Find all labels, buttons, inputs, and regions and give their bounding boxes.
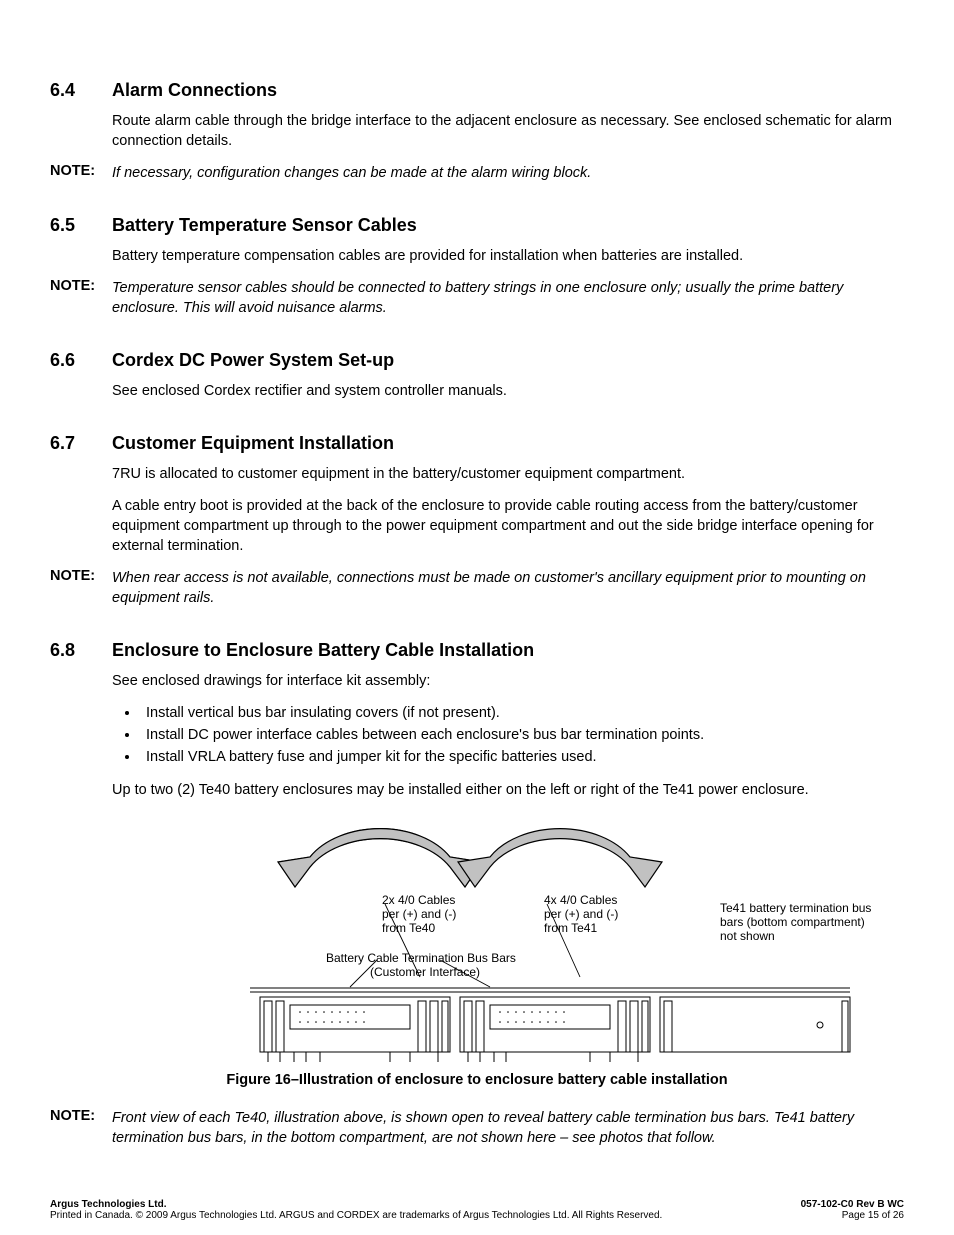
section-6-5: 6.5 Battery Temperature Sensor Cables Ba… <box>50 215 904 318</box>
paragraph: Battery temperature compensation cables … <box>112 246 904 266</box>
heading-title: Enclosure to Enclosure Battery Cable Ins… <box>112 640 534 661</box>
heading-number: 6.4 <box>50 80 112 101</box>
figure-label-right: Te41 battery termination bus bars (botto… <box>720 901 875 943</box>
heading-row: 6.6 Cordex DC Power System Set-up <box>50 350 904 371</box>
bullet-list: Install vertical bus bar insulating cove… <box>112 703 904 768</box>
section-6-7: 6.7 Customer Equipment Installation 7RU … <box>50 433 904 608</box>
note-row: NOTE: If necessary, configuration change… <box>50 163 904 183</box>
list-item: Install DC power interface cables betwee… <box>140 725 904 747</box>
heading-number: 6.7 <box>50 433 112 454</box>
section-body: See enclosed drawings for interface kit … <box>112 671 904 800</box>
footer-company: Argus Technologies Ltd. <box>50 1199 662 1210</box>
figure-svg: 2x 4/0 Cables per (+) and (-) from Te40 … <box>50 812 904 1062</box>
list-item: Install VRLA battery fuse and jumper kit… <box>140 747 904 769</box>
document-page: 6.4 Alarm Connections Route alarm cable … <box>0 0 954 1235</box>
footer-docref: 057-102-C0 Rev B WC <box>801 1199 904 1210</box>
section-6-8: 6.8 Enclosure to Enclosure Battery Cable… <box>50 640 904 1148</box>
paragraph: Up to two (2) Te40 battery enclosures ma… <box>112 780 904 800</box>
paragraph: See enclosed Cordex rectifier and system… <box>112 381 904 401</box>
footer-right: 057-102-C0 Rev B WC Page 15 of 26 <box>801 1199 904 1221</box>
paragraph: 7RU is allocated to customer equipment i… <box>112 464 904 484</box>
list-item: Install vertical bus bar insulating cove… <box>140 703 904 725</box>
note-text: When rear access is not available, conne… <box>112 568 904 608</box>
heading-row: 6.8 Enclosure to Enclosure Battery Cable… <box>50 640 904 661</box>
figure-label-busbar: Battery Cable Termination Bus Bars (Cust… <box>326 951 519 979</box>
section-body: 7RU is allocated to customer equipment i… <box>112 464 904 556</box>
note-row: NOTE: Temperature sensor cables should b… <box>50 278 904 318</box>
footer-copyright: Printed in Canada. © 2009 Argus Technolo… <box>50 1210 662 1221</box>
note-label: NOTE: <box>50 278 112 294</box>
note-row: NOTE: When rear access is not available,… <box>50 568 904 608</box>
section-6-6: 6.6 Cordex DC Power System Set-up See en… <box>50 350 904 401</box>
heading-title: Customer Equipment Installation <box>112 433 394 454</box>
heading-title: Alarm Connections <box>112 80 277 101</box>
heading-row: 6.4 Alarm Connections <box>50 80 904 101</box>
figure-caption: Figure 16–Illustration of enclosure to e… <box>50 1072 904 1088</box>
figure-label-left: 2x 4/0 Cables per (+) and (-) from Te40 <box>382 893 460 935</box>
figure-label-mid: 4x 4/0 Cables per (+) and (-) from Te41 <box>544 893 622 935</box>
paragraph: A cable entry boot is provided at the ba… <box>112 496 904 556</box>
heading-title: Battery Temperature Sensor Cables <box>112 215 417 236</box>
note-row: NOTE: Front view of each Te40, illustrat… <box>50 1108 904 1148</box>
note-text: If necessary, configuration changes can … <box>112 163 591 183</box>
footer-page: Page 15 of 26 <box>801 1210 904 1221</box>
note-text: Front view of each Te40, illustration ab… <box>112 1108 904 1148</box>
heading-number: 6.8 <box>50 640 112 661</box>
section-6-4: 6.4 Alarm Connections Route alarm cable … <box>50 80 904 183</box>
note-label: NOTE: <box>50 1108 112 1124</box>
section-body: Battery temperature compensation cables … <box>112 246 904 266</box>
note-text: Temperature sensor cables should be conn… <box>112 278 904 318</box>
footer-left: Argus Technologies Ltd. Printed in Canad… <box>50 1199 662 1221</box>
paragraph: See enclosed drawings for interface kit … <box>112 671 904 691</box>
figure-16: 2x 4/0 Cables per (+) and (-) from Te40 … <box>50 812 904 1062</box>
note-label: NOTE: <box>50 163 112 179</box>
paragraph: Route alarm cable through the bridge int… <box>112 111 904 151</box>
section-body: Route alarm cable through the bridge int… <box>112 111 904 151</box>
heading-title: Cordex DC Power System Set-up <box>112 350 394 371</box>
note-label: NOTE: <box>50 568 112 584</box>
heading-row: 6.5 Battery Temperature Sensor Cables <box>50 215 904 236</box>
page-footer: Argus Technologies Ltd. Printed in Canad… <box>50 1199 904 1221</box>
heading-row: 6.7 Customer Equipment Installation <box>50 433 904 454</box>
section-body: See enclosed Cordex rectifier and system… <box>112 381 904 401</box>
heading-number: 6.6 <box>50 350 112 371</box>
heading-number: 6.5 <box>50 215 112 236</box>
